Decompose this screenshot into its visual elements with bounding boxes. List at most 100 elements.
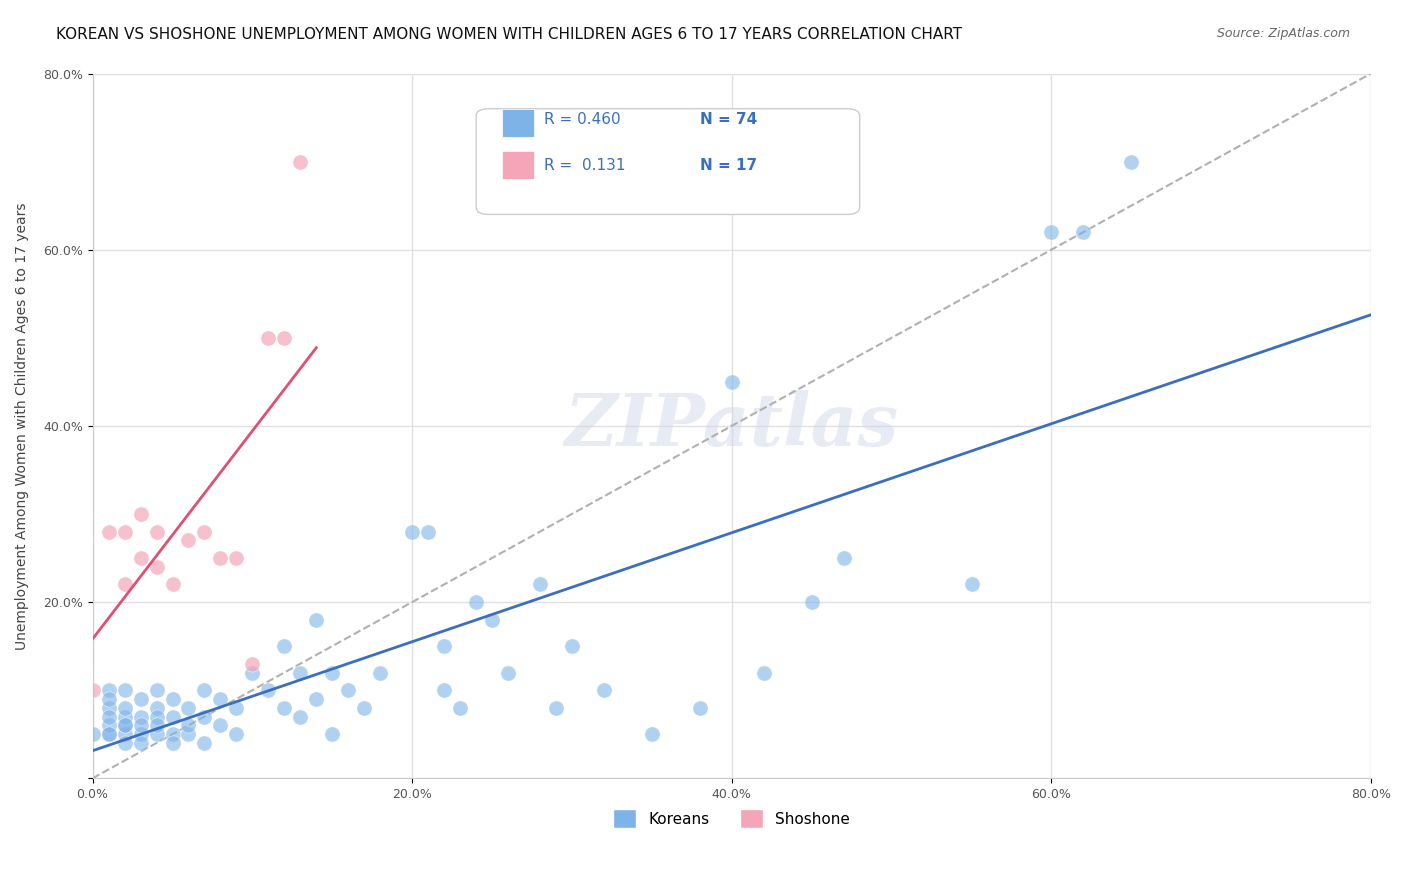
Point	[97, 683, 120, 698]
Point	[529, 577, 551, 591]
Point	[177, 533, 200, 548]
Point	[145, 727, 167, 741]
Point	[242, 665, 264, 680]
Point	[752, 665, 775, 680]
Text: ZIPatlas: ZIPatlas	[565, 391, 898, 461]
Point	[114, 727, 136, 741]
Point	[162, 736, 184, 750]
Point	[305, 613, 328, 627]
Point	[114, 718, 136, 732]
Point	[449, 700, 471, 714]
Point	[114, 718, 136, 732]
Point	[593, 683, 616, 698]
Point	[114, 700, 136, 714]
Point	[145, 700, 167, 714]
Point	[368, 665, 391, 680]
Point	[97, 718, 120, 732]
FancyBboxPatch shape	[502, 151, 534, 179]
Point	[129, 692, 152, 706]
Point	[145, 559, 167, 574]
Point	[225, 700, 247, 714]
Point	[145, 683, 167, 698]
Point	[273, 700, 295, 714]
Text: N = 17: N = 17	[700, 158, 756, 173]
Point	[465, 595, 488, 609]
Point	[353, 700, 375, 714]
Point	[162, 692, 184, 706]
Point	[225, 727, 247, 741]
Text: R =  0.131: R = 0.131	[544, 158, 626, 173]
Point	[177, 700, 200, 714]
Point	[193, 683, 215, 698]
Legend: Koreans, Shoshone: Koreans, Shoshone	[607, 803, 856, 834]
Text: R = 0.460: R = 0.460	[544, 112, 620, 127]
Point	[209, 551, 232, 566]
Point	[114, 736, 136, 750]
Point	[145, 709, 167, 723]
Point	[290, 154, 312, 169]
Point	[561, 639, 583, 653]
Point	[193, 736, 215, 750]
Point	[418, 524, 440, 539]
Point	[193, 709, 215, 723]
Text: N = 74: N = 74	[700, 112, 756, 127]
Point	[193, 524, 215, 539]
Point	[321, 727, 343, 741]
Point	[145, 524, 167, 539]
Point	[305, 692, 328, 706]
Text: KOREAN VS SHOSHONE UNEMPLOYMENT AMONG WOMEN WITH CHILDREN AGES 6 TO 17 YEARS COR: KOREAN VS SHOSHONE UNEMPLOYMENT AMONG WO…	[56, 27, 962, 42]
Point	[129, 551, 152, 566]
Point	[641, 727, 664, 741]
FancyBboxPatch shape	[502, 109, 534, 137]
Point	[257, 683, 280, 698]
Point	[960, 577, 983, 591]
Point	[114, 524, 136, 539]
Point	[257, 331, 280, 345]
Point	[321, 665, 343, 680]
FancyBboxPatch shape	[477, 109, 859, 214]
Point	[337, 683, 360, 698]
Point	[97, 692, 120, 706]
Point	[1073, 225, 1095, 239]
Point	[242, 657, 264, 671]
Point	[162, 727, 184, 741]
Point	[544, 700, 567, 714]
Point	[209, 692, 232, 706]
Point	[800, 595, 823, 609]
Point	[273, 331, 295, 345]
Point	[496, 665, 519, 680]
Point	[1121, 154, 1143, 169]
Point	[97, 524, 120, 539]
Point	[689, 700, 711, 714]
Text: Source: ZipAtlas.com: Source: ZipAtlas.com	[1216, 27, 1350, 40]
Point	[481, 613, 503, 627]
Point	[129, 727, 152, 741]
Point	[290, 665, 312, 680]
Point	[129, 736, 152, 750]
Y-axis label: Unemployment Among Women with Children Ages 6 to 17 years: Unemployment Among Women with Children A…	[15, 202, 30, 649]
Point	[433, 683, 456, 698]
Point	[290, 709, 312, 723]
Point	[129, 718, 152, 732]
Point	[433, 639, 456, 653]
Point	[82, 683, 104, 698]
Point	[97, 727, 120, 741]
Point	[97, 727, 120, 741]
Point	[177, 718, 200, 732]
Point	[114, 709, 136, 723]
Point	[225, 551, 247, 566]
Point	[97, 700, 120, 714]
Point	[401, 524, 423, 539]
Point	[129, 709, 152, 723]
Point	[720, 375, 742, 389]
Point	[82, 727, 104, 741]
Point	[177, 727, 200, 741]
Point	[209, 718, 232, 732]
Point	[832, 551, 855, 566]
Point	[97, 709, 120, 723]
Point	[114, 683, 136, 698]
Point	[129, 507, 152, 521]
Point	[1040, 225, 1063, 239]
Point	[162, 577, 184, 591]
Point	[114, 577, 136, 591]
